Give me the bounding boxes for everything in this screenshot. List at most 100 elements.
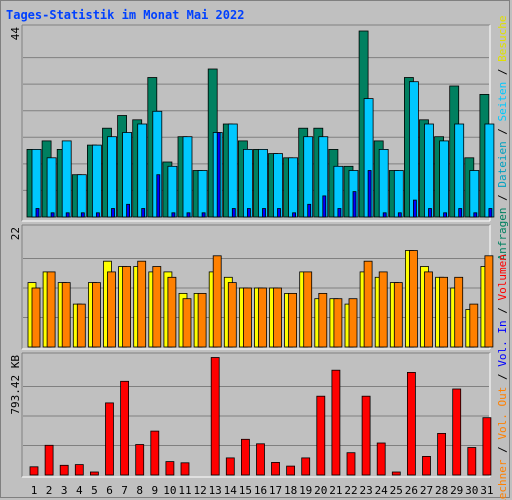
x-tick-label-day-19: 19 bbox=[299, 484, 312, 497]
bar-seiten-day-29 bbox=[458, 208, 463, 218]
bar-volumen-day-2 bbox=[44, 444, 54, 476]
bar-seiten-day-5 bbox=[96, 212, 100, 218]
bar-rechner-day-29 bbox=[454, 276, 464, 348]
bar-dateien-day-11 bbox=[182, 136, 193, 218]
bar-volumen-day-9 bbox=[150, 430, 160, 476]
x-tick-label-day-10: 10 bbox=[163, 484, 176, 497]
bar-rechner-day-10 bbox=[167, 276, 177, 348]
bar-dateien-day-31 bbox=[484, 123, 495, 218]
bar-volumen-day-20 bbox=[316, 395, 326, 476]
bar-dateien-day-12 bbox=[197, 170, 208, 218]
right-label-panel-2-part: Vol. In bbox=[496, 320, 509, 366]
bar-volumen-day-22 bbox=[346, 452, 356, 476]
x-tick-label-day-15: 15 bbox=[239, 484, 252, 497]
bar-rechner-day-30 bbox=[469, 303, 479, 348]
x-tick-label-day-5: 5 bbox=[91, 484, 98, 497]
bar-rechner-day-4 bbox=[76, 303, 86, 348]
bar-seiten-day-9 bbox=[156, 174, 161, 218]
x-tick-label-day-17: 17 bbox=[269, 484, 282, 497]
bar-volumen-day-8 bbox=[135, 444, 145, 476]
bar-seiten-day-28 bbox=[443, 212, 448, 218]
bar-seiten-day-24 bbox=[382, 212, 387, 218]
bar-seiten-day-26 bbox=[412, 199, 417, 218]
x-tick-label-day-4: 4 bbox=[76, 484, 83, 497]
bar-rechner-day-9 bbox=[152, 266, 162, 348]
bar-seiten-day-6 bbox=[111, 208, 115, 218]
x-tick-label-day-6: 6 bbox=[106, 484, 113, 497]
bar-volumen-day-16 bbox=[256, 443, 265, 476]
bar-rechner-day-14 bbox=[227, 282, 237, 348]
bar-seiten-day-20 bbox=[322, 195, 327, 218]
right-label-panel-1: Anfragen / Dateien / Seiten / Besuche bbox=[496, 15, 509, 260]
right-label-panel-1-part: Besuche bbox=[496, 15, 509, 61]
bar-volumen-day-14 bbox=[225, 457, 235, 476]
bar-seiten-day-3 bbox=[65, 212, 70, 218]
bar-dateien-day-15 bbox=[242, 148, 253, 218]
x-tick-label-day-13: 13 bbox=[209, 484, 222, 497]
bar-dateien-day-30 bbox=[469, 170, 480, 218]
bar-rechner-day-1 bbox=[31, 287, 41, 348]
bar-seiten-day-7 bbox=[126, 203, 130, 218]
x-tick-label-day-20: 20 bbox=[314, 484, 327, 497]
bar-seiten-day-4 bbox=[80, 212, 85, 218]
chart-title: Tages-Statistik im Monat Mai 2022 bbox=[6, 8, 245, 22]
bar-dateien-day-3 bbox=[61, 140, 72, 218]
bar-dateien-day-27 bbox=[424, 123, 434, 218]
bar-rechner-day-3 bbox=[61, 282, 71, 348]
bar-seiten-day-18 bbox=[292, 212, 297, 218]
bar-seiten-day-11 bbox=[186, 212, 191, 218]
x-tick-label-day-28: 28 bbox=[435, 484, 448, 497]
bar-seiten-day-30 bbox=[473, 212, 478, 218]
right-label-panel-1-part: / bbox=[496, 188, 509, 208]
bar-dateien-day-28 bbox=[439, 140, 450, 218]
bar-rechner-day-13 bbox=[212, 255, 222, 348]
right-label-panel-2-part: / bbox=[496, 367, 509, 387]
bar-volumen-day-25 bbox=[391, 471, 401, 476]
bar-volumen-day-19 bbox=[301, 457, 311, 476]
x-tick-label-day-16: 16 bbox=[254, 484, 267, 497]
bar-dateien-day-6 bbox=[107, 136, 117, 218]
bar-rechner-day-5 bbox=[92, 282, 101, 348]
bar-dateien-day-16 bbox=[258, 148, 268, 218]
bar-rechner-day-21 bbox=[333, 298, 343, 348]
bar-rechner-day-20 bbox=[318, 292, 328, 348]
bar-seiten-day-22 bbox=[352, 191, 357, 218]
bar-seiten-day-16 bbox=[262, 208, 266, 218]
bar-volumen-day-26 bbox=[406, 371, 416, 476]
bar-dateien-day-8 bbox=[137, 123, 148, 218]
bar-volumen-day-27 bbox=[422, 455, 431, 476]
right-label-panel-1-part: / bbox=[496, 62, 509, 82]
bar-seiten-day-21 bbox=[337, 208, 342, 218]
bar-seiten-day-25 bbox=[397, 212, 402, 218]
bar-rechner-day-12 bbox=[197, 292, 207, 348]
right-label-panel-2: Rechner / Vol. Out / Vol. In / Volumen bbox=[496, 254, 509, 500]
right-label-panel-2-part: Volumen bbox=[496, 254, 509, 300]
bar-dateien-day-24 bbox=[378, 148, 389, 218]
bar-volumen-day-5 bbox=[90, 471, 99, 476]
bar-volumen-day-24 bbox=[376, 442, 386, 476]
bar-dateien-day-4 bbox=[76, 174, 87, 218]
x-tick-label-day-21: 21 bbox=[329, 484, 342, 497]
x-tick-label-day-7: 7 bbox=[121, 484, 128, 497]
x-tick-label-day-31: 31 bbox=[480, 484, 493, 497]
bar-rechner-day-31 bbox=[484, 255, 494, 348]
bar-seiten-day-17 bbox=[277, 208, 281, 218]
x-tick-label-day-29: 29 bbox=[450, 484, 463, 497]
bar-dateien-day-17 bbox=[273, 153, 283, 218]
bar-dateien-day-14 bbox=[227, 123, 238, 218]
x-tick-label-day-11: 11 bbox=[178, 484, 191, 497]
bar-seiten-day-15 bbox=[246, 208, 251, 218]
bar-volumen-day-17 bbox=[271, 461, 280, 476]
bar-rechner-day-19 bbox=[303, 271, 313, 348]
bar-volumen-day-13 bbox=[210, 357, 220, 476]
bar-dateien-day-1 bbox=[31, 148, 42, 218]
x-tick-label-day-3: 3 bbox=[61, 484, 68, 497]
x-tick-label-day-12: 12 bbox=[193, 484, 206, 497]
bar-seiten-day-19 bbox=[307, 203, 312, 218]
bar-rechner-day-28 bbox=[439, 276, 449, 348]
x-tick-label-day-23: 23 bbox=[359, 484, 372, 497]
bar-rechner-day-25 bbox=[393, 282, 403, 348]
right-label-panel-2-part: / bbox=[496, 440, 509, 460]
bar-rechner-day-6 bbox=[107, 271, 116, 348]
